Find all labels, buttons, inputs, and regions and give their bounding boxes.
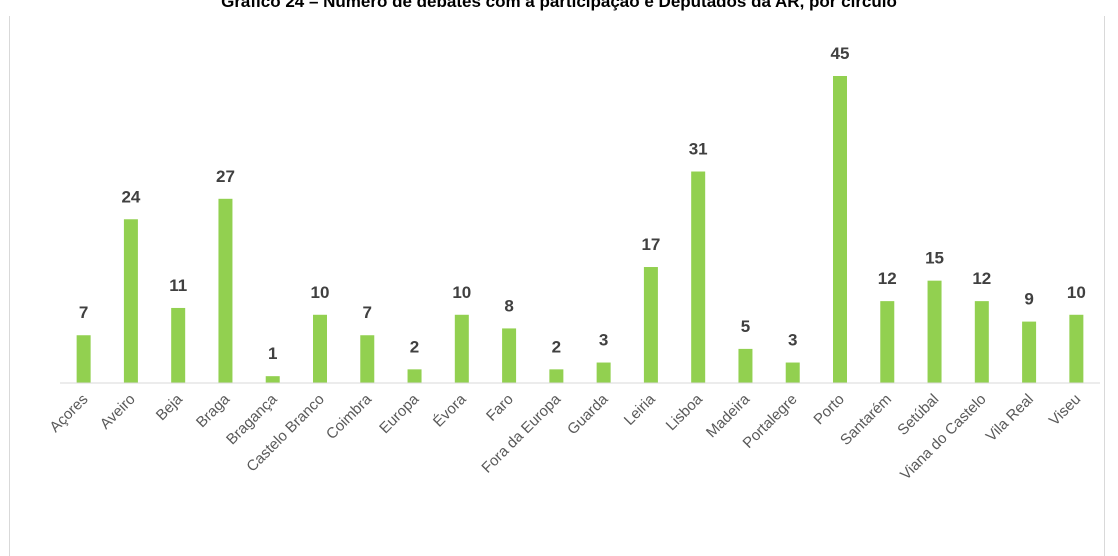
tick-label-6: Coimbra [323, 390, 376, 443]
tick-label-12: Leiria [621, 390, 659, 428]
bar-10 [549, 369, 564, 383]
value-label-17: 12 [878, 269, 897, 288]
bar-16 [833, 76, 847, 383]
value-label-12: 17 [641, 235, 660, 254]
value-labels-group: 7 24 11 27 1 10 7 2 10 8 2 3 17 31 5 3 45 12 15 12 9 10 [79, 44, 1086, 363]
value-label-15: 3 [788, 331, 797, 350]
bar-11 [596, 362, 611, 383]
bar-20 [1022, 321, 1037, 383]
value-label-1: 24 [121, 187, 140, 206]
value-label-2: 11 [169, 276, 187, 295]
bar-1 [123, 219, 138, 383]
bars-group [76, 76, 1084, 383]
bar-8 [454, 314, 469, 383]
value-label-20: 9 [1024, 290, 1033, 309]
bar-18 [927, 280, 942, 383]
tick-label-0: Açores [46, 391, 91, 436]
tick-label-7: Europa [376, 390, 423, 437]
tick-label-19: Viana do Castelo [897, 391, 990, 484]
tick-label-11: Guarda [564, 390, 612, 438]
value-label-3: 27 [216, 167, 235, 186]
bar-3 [218, 198, 233, 383]
value-label-6: 7 [363, 303, 372, 322]
tick-label-20: Vila Real [983, 391, 1037, 445]
value-label-8: 10 [452, 283, 471, 302]
tick-label-2: Beja [153, 390, 187, 424]
bar-9 [502, 328, 517, 383]
bar-12 [643, 267, 658, 383]
value-label-11: 3 [599, 331, 608, 350]
tick-label-17: Santarém [837, 391, 895, 449]
value-label-4: 1 [268, 344, 277, 363]
bar-7 [407, 369, 422, 383]
chart-title: Gráfico 24 – Número de debates com a par… [221, 0, 897, 11]
value-label-9: 8 [504, 296, 513, 315]
bar-17 [880, 301, 895, 383]
bar-4 [265, 376, 280, 383]
tick-label-13: Lisboa [663, 390, 707, 434]
value-label-5: 10 [311, 283, 330, 302]
value-label-0: 7 [79, 303, 88, 322]
chart-frame [9, 16, 1105, 556]
value-label-18: 15 [925, 249, 944, 268]
tick-label-9: Faro [483, 391, 517, 425]
bar-15 [785, 362, 800, 383]
bar-0 [76, 335, 91, 383]
value-label-10: 2 [552, 337, 561, 356]
tick-label-18: Setúbal [894, 391, 942, 439]
value-label-13: 31 [689, 140, 708, 159]
tick-label-21: Viseu [1046, 391, 1084, 429]
value-label-16: 45 [831, 44, 850, 63]
bar-13 [691, 171, 706, 383]
value-label-7: 2 [410, 337, 419, 356]
tick-label-3: Braga [193, 390, 234, 431]
value-label-14: 5 [741, 317, 750, 336]
tick-label-8: Évora [430, 390, 470, 430]
tick-label-1: Aveiro [97, 391, 139, 433]
value-label-21: 10 [1067, 283, 1086, 302]
bar-5 [313, 314, 327, 383]
bar-6 [360, 335, 375, 383]
bar-21 [1069, 314, 1084, 383]
bar-14 [738, 348, 753, 383]
bar-19 [974, 301, 989, 383]
value-label-19: 12 [972, 269, 991, 288]
tick-label-16: Porto [810, 391, 847, 428]
bar-2 [171, 307, 186, 383]
